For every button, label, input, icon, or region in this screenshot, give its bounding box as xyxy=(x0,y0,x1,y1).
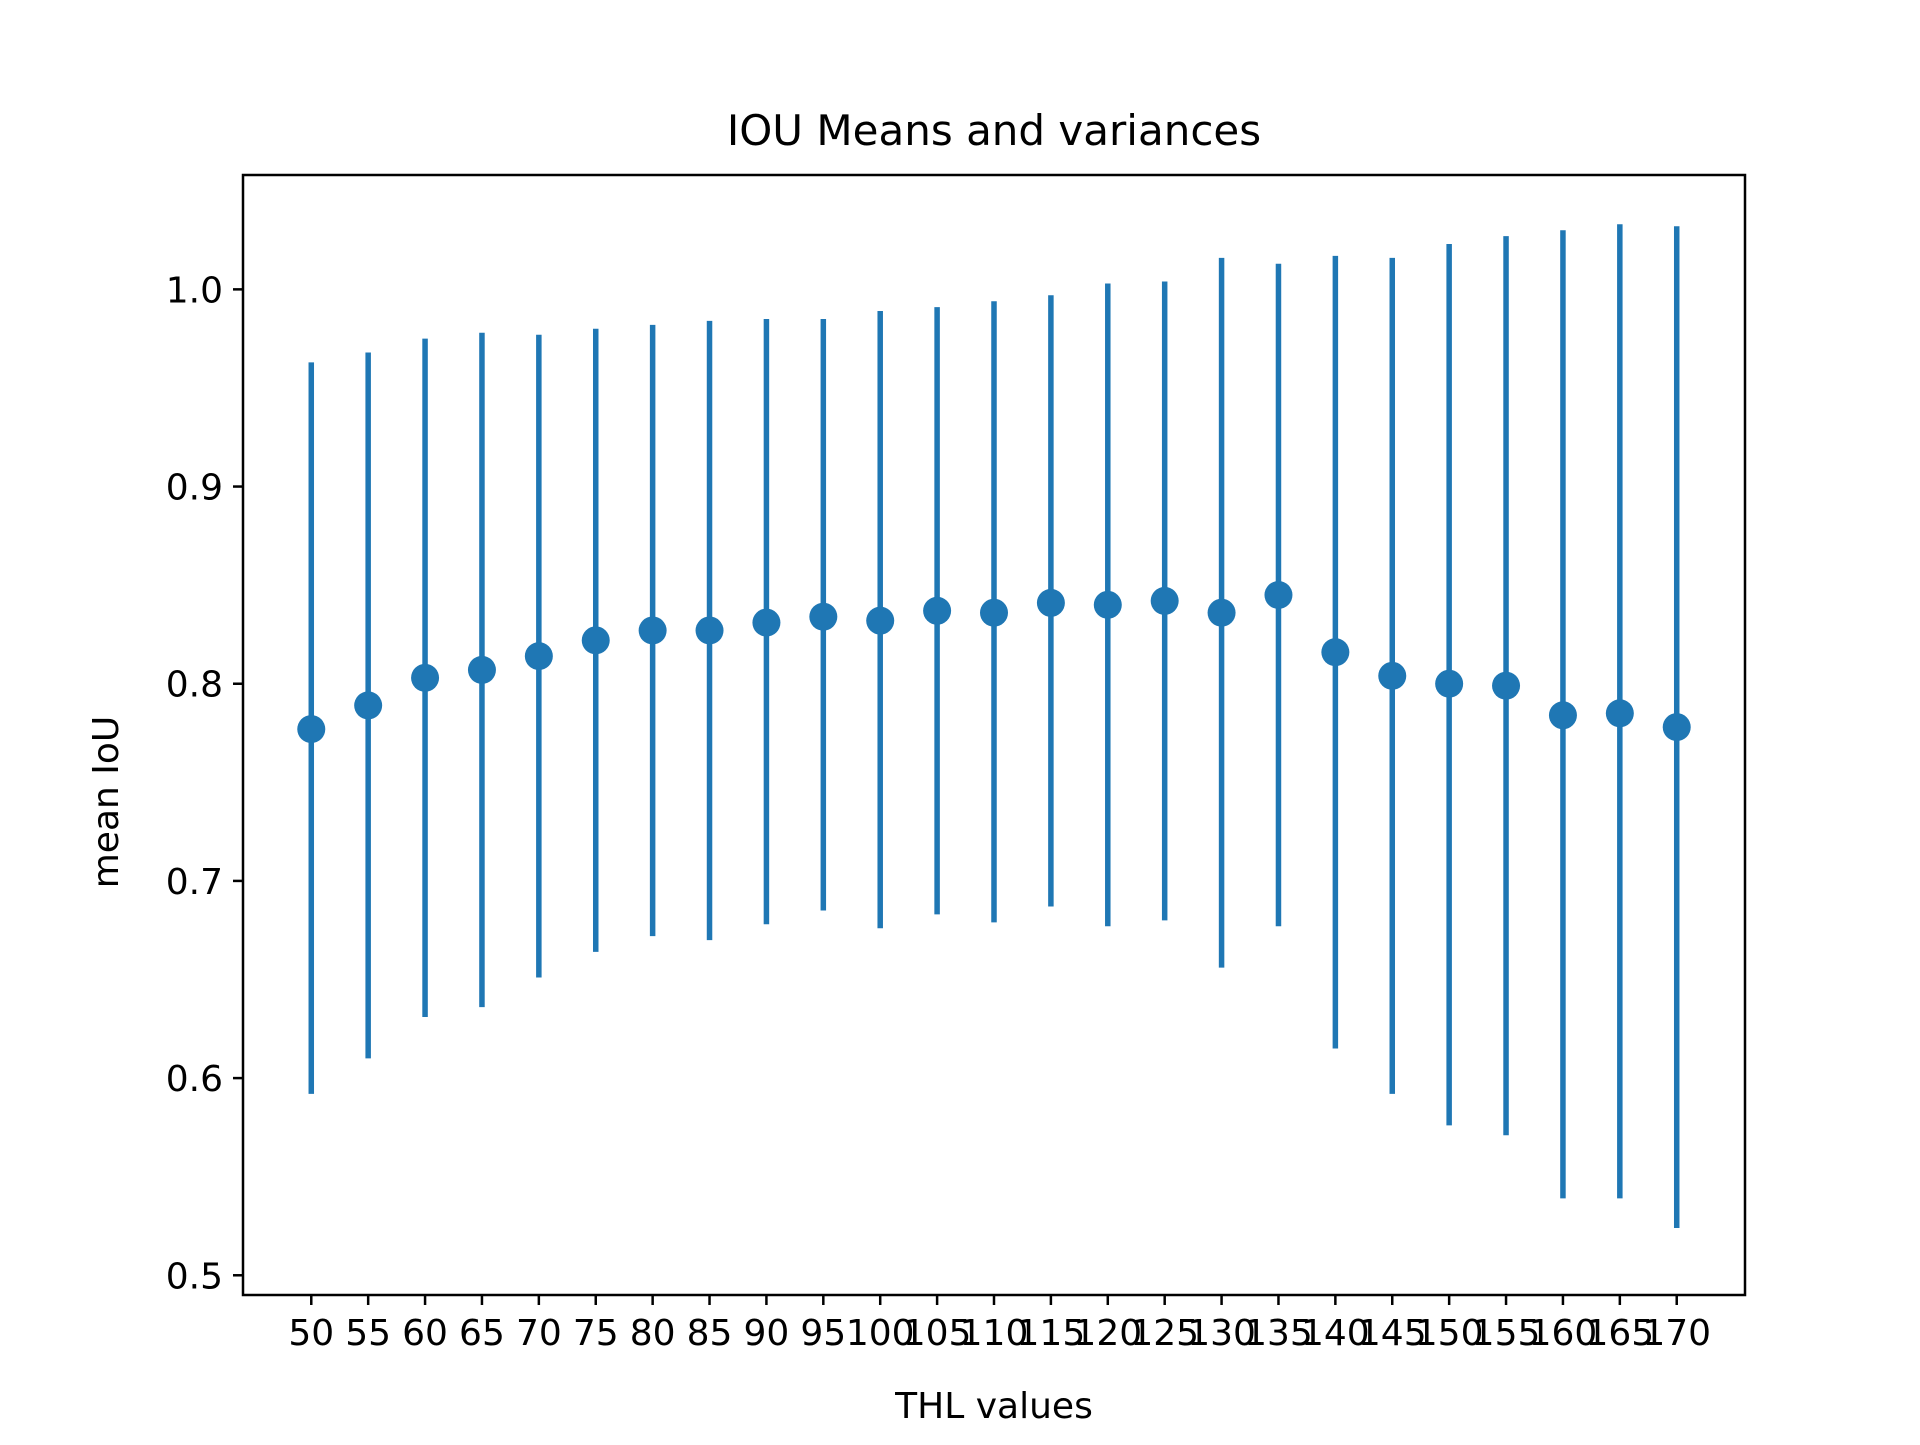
x-tick-label: 60 xyxy=(402,1313,448,1354)
data-point xyxy=(1435,669,1464,698)
data-point xyxy=(1378,661,1407,690)
x-tick-label: 130 xyxy=(1187,1313,1256,1354)
y-tick-label: 1.0 xyxy=(166,270,223,311)
x-tick-label: 135 xyxy=(1244,1313,1313,1354)
data-point xyxy=(1093,590,1122,619)
y-tick-label: 0.5 xyxy=(166,1256,223,1297)
data-point xyxy=(1264,581,1293,609)
x-tick-label: 50 xyxy=(288,1313,334,1354)
data-point xyxy=(524,642,553,671)
x-tick-label: 125 xyxy=(1130,1313,1199,1354)
data-point xyxy=(581,626,610,655)
data-point xyxy=(866,606,895,635)
y-tick-label: 0.7 xyxy=(166,862,223,903)
data-point xyxy=(1036,588,1065,617)
data-point xyxy=(1150,586,1179,615)
x-tick-label: 140 xyxy=(1301,1313,1370,1354)
data-point xyxy=(980,598,1008,627)
data-point xyxy=(1548,701,1577,730)
data-point xyxy=(1662,713,1691,742)
data-point xyxy=(1605,699,1634,728)
x-tick-label: 70 xyxy=(516,1313,562,1354)
x-tick-label: 65 xyxy=(459,1313,505,1354)
y-axis-label: mean IoU xyxy=(86,716,127,889)
axes-layer: 0.50.60.70.80.91.050 55 60 65 70 75 80 85 90 95 10… xyxy=(166,173,1747,1354)
y-tick-label: 0.6 xyxy=(166,1059,223,1100)
data-point xyxy=(638,616,667,645)
x-tick-label: 80 xyxy=(630,1313,676,1354)
data-point xyxy=(1321,638,1350,667)
chart-title: IOU Means and variances xyxy=(727,106,1261,155)
x-axis-label: THL values xyxy=(894,1386,1093,1427)
data-point xyxy=(752,608,781,637)
y-tick-label: 0.8 xyxy=(166,665,223,706)
data-point xyxy=(809,602,838,631)
marks-layer xyxy=(297,224,1691,1228)
data-point xyxy=(297,715,326,744)
x-tick-label: 110 xyxy=(960,1313,1029,1354)
x-tick-label: 160 xyxy=(1529,1313,1598,1354)
x-tick-label: 145 xyxy=(1358,1313,1427,1354)
x-tick-label: 115 xyxy=(1017,1313,1086,1354)
x-tick-label: 90 xyxy=(744,1313,790,1354)
data-point xyxy=(1492,671,1521,700)
x-tick-label: 120 xyxy=(1073,1313,1142,1354)
data-point xyxy=(923,596,952,625)
data-point xyxy=(1207,598,1236,627)
x-tick-label: 105 xyxy=(903,1313,972,1354)
x-tick-label: 170 xyxy=(1642,1313,1711,1354)
x-tick-label: 165 xyxy=(1585,1313,1654,1354)
data-point xyxy=(467,655,496,684)
x-tick-label: 155 xyxy=(1472,1313,1541,1354)
y-tick-label: 0.9 xyxy=(166,468,223,509)
x-tick-label: 100 xyxy=(846,1313,915,1354)
x-tick-label: 55 xyxy=(345,1313,391,1354)
data-point xyxy=(411,663,440,692)
data-point xyxy=(695,616,724,645)
x-tick-label: 150 xyxy=(1415,1313,1484,1354)
data-point xyxy=(354,691,383,720)
x-tick-label: 75 xyxy=(573,1313,619,1354)
x-tick-label: 95 xyxy=(800,1313,846,1354)
x-tick-label: 85 xyxy=(687,1313,733,1354)
